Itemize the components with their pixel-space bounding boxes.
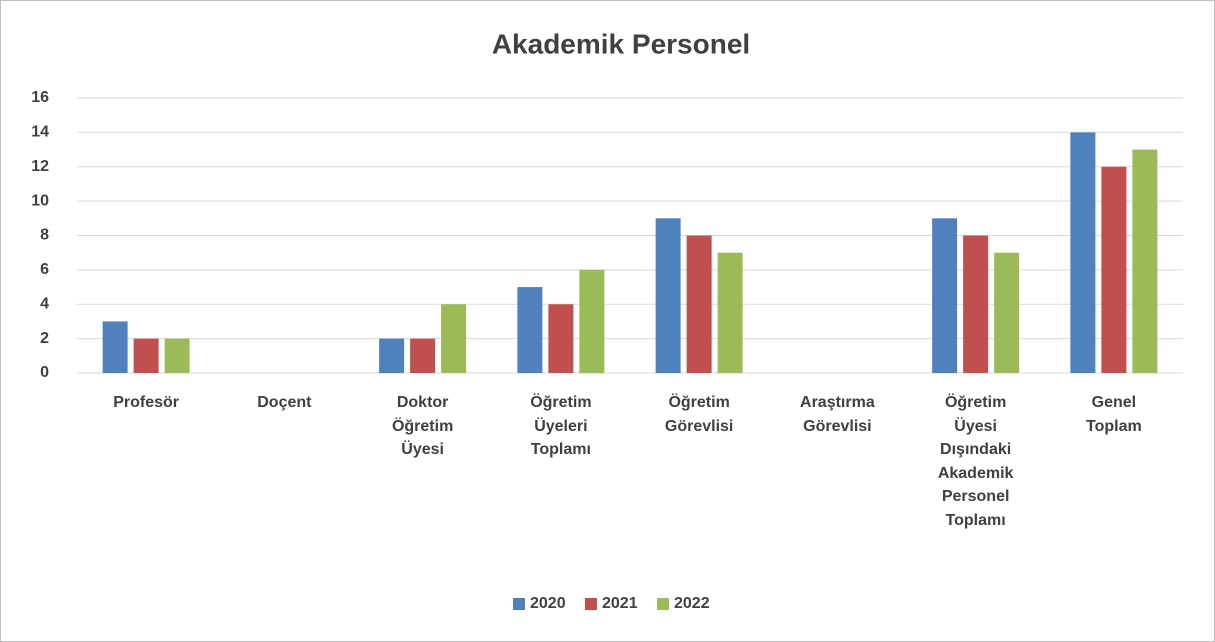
- legend-label: 2022: [674, 595, 710, 612]
- bar: [1101, 166, 1127, 373]
- legend-label: 2020: [530, 595, 566, 612]
- bar: [441, 304, 467, 373]
- bar: [932, 218, 958, 373]
- x-tick-label: Araştırma Görevlisi: [800, 394, 875, 435]
- chart-title: Akademik Personel: [492, 28, 750, 59]
- y-tick-label: 6: [40, 261, 49, 278]
- y-tick-label: 0: [40, 364, 49, 381]
- legend-swatch: [657, 598, 669, 610]
- y-tick-label: 12: [31, 158, 49, 175]
- bar: [133, 338, 159, 373]
- x-tick-label: Öğretim Üyesi Dışındaki Akademik Persone…: [937, 394, 1014, 529]
- bar: [994, 252, 1020, 373]
- y-tick-label: 16: [31, 89, 49, 106]
- bar: [1132, 149, 1158, 373]
- x-tick-label: Doçent: [257, 394, 312, 411]
- bar: [379, 338, 405, 373]
- x-tick-label: Genel Toplam: [1086, 394, 1142, 435]
- legend-swatch: [585, 598, 597, 610]
- bar: [410, 338, 436, 373]
- y-tick-label: 4: [40, 295, 49, 312]
- bar: [517, 287, 543, 373]
- x-tick-label: Doktor Öğretim Üyesi: [391, 394, 454, 458]
- legend-label: 2021: [602, 595, 638, 612]
- y-tick-label: 14: [31, 124, 49, 141]
- bar: [548, 304, 574, 373]
- y-tick-label: 2: [40, 330, 49, 347]
- x-tick-label: Profesör: [113, 394, 180, 411]
- bar: [579, 269, 605, 373]
- x-tick-label: Öğretim Görevlisi: [664, 394, 734, 435]
- bar: [1070, 132, 1096, 373]
- y-tick-label: 10: [31, 192, 49, 209]
- bar: [164, 338, 190, 373]
- bar: [102, 321, 128, 373]
- bar: [686, 235, 712, 373]
- bar: [963, 235, 989, 373]
- legend-swatch: [513, 598, 525, 610]
- bar: [717, 252, 743, 373]
- x-tick-label: Öğretim Üyeleri Toplamı: [530, 394, 592, 458]
- y-tick-label: 8: [40, 227, 49, 244]
- bar: [655, 218, 681, 373]
